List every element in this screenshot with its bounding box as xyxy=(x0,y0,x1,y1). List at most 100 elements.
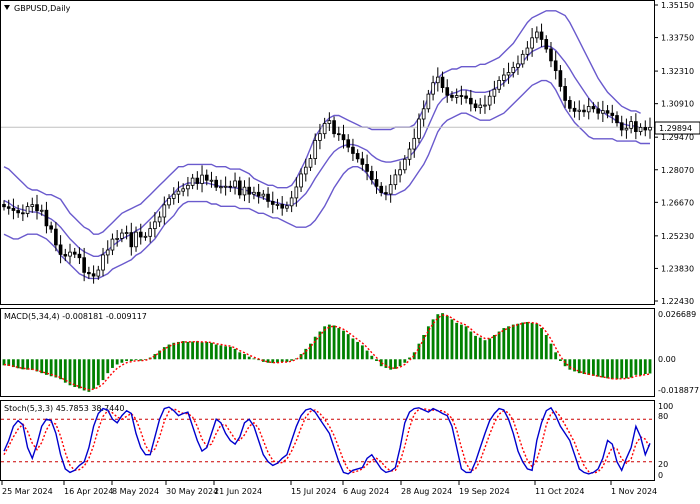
candle-body xyxy=(73,252,76,254)
macd-bar xyxy=(507,326,510,359)
macd-bar xyxy=(337,328,340,359)
macd-bar xyxy=(441,313,444,359)
candle-body xyxy=(597,109,600,113)
time-tick-label: 21 Jun 2024 xyxy=(214,487,262,496)
candle-body xyxy=(394,175,397,185)
stoch-tick-20: 20 xyxy=(658,460,668,469)
time-tick-label: 8 May 2024 xyxy=(112,487,159,496)
candle-body xyxy=(309,159,312,168)
candle-body xyxy=(21,213,24,214)
macd-bar xyxy=(50,359,53,376)
macd-bar xyxy=(102,359,105,380)
macd-bar xyxy=(87,359,90,392)
macd-bar xyxy=(512,325,515,360)
macd-bar xyxy=(45,359,48,375)
macd-bar xyxy=(649,359,652,373)
price-tick-label: 1.30910 xyxy=(661,100,694,109)
candle-body xyxy=(578,110,581,111)
candle-body xyxy=(333,121,336,134)
candle-body xyxy=(418,119,421,138)
macd-bar xyxy=(469,332,472,360)
macd-bar xyxy=(172,343,175,359)
macd-bar xyxy=(116,359,119,364)
candle-body xyxy=(479,105,482,108)
candle-body xyxy=(238,181,241,195)
current-price-text: 1.29894 xyxy=(659,124,692,133)
candle-body xyxy=(248,187,251,194)
candle-body xyxy=(564,86,567,100)
candle-body xyxy=(168,198,171,205)
candle-body xyxy=(106,250,109,255)
candle-body xyxy=(531,38,534,48)
macd-bar xyxy=(493,335,496,359)
candle-body xyxy=(234,181,237,187)
candle-body xyxy=(281,204,284,208)
stoch-tick-100: 100 xyxy=(658,402,673,411)
price-tick-label: 1.26670 xyxy=(661,198,694,207)
macd-bar xyxy=(92,359,95,388)
candle-body xyxy=(517,64,520,67)
candle-body xyxy=(606,111,609,114)
macd-bar xyxy=(328,325,331,360)
macd-bar xyxy=(73,359,76,387)
stoch-tick-80: 80 xyxy=(658,412,668,421)
macd-bar xyxy=(639,359,642,375)
candle-body xyxy=(215,180,218,187)
macd-bar xyxy=(583,359,586,374)
time-tick-label: 15 Jul 2024 xyxy=(291,487,336,496)
macd-bar xyxy=(366,351,369,360)
candle-body xyxy=(427,94,430,109)
candle-body xyxy=(413,138,416,149)
macd-bar xyxy=(592,359,595,375)
candle-body xyxy=(276,204,279,205)
macd-bar xyxy=(347,334,350,359)
candle-body xyxy=(271,201,274,204)
macd-bar xyxy=(229,347,232,359)
macd-bar xyxy=(191,342,194,360)
macd-bar xyxy=(201,342,204,359)
price-tick-label: 1.25230 xyxy=(661,232,694,241)
macd-bar xyxy=(625,359,628,378)
candle-body xyxy=(639,127,642,131)
candle-body xyxy=(304,167,307,174)
macd-bar xyxy=(97,359,100,385)
price-tick-label: 1.23830 xyxy=(661,264,694,273)
candle-body xyxy=(550,49,553,61)
candle-body xyxy=(455,96,458,98)
macd-bar xyxy=(215,345,218,360)
macd-bar xyxy=(323,326,326,359)
macd-bar xyxy=(484,340,487,359)
candle-body xyxy=(399,170,402,175)
macd-bar xyxy=(630,359,633,377)
candle-body xyxy=(328,121,331,124)
macd-bar xyxy=(550,344,553,360)
candle-body xyxy=(144,236,147,237)
candle-body xyxy=(7,207,10,209)
macd-bar xyxy=(205,342,208,359)
candle-body xyxy=(87,272,90,273)
macd-bar xyxy=(106,359,109,373)
macd-tick-max: 0.026689 xyxy=(658,310,696,319)
macd-bar xyxy=(385,359,388,368)
candle-body xyxy=(469,98,472,104)
candle-body xyxy=(83,258,86,273)
macd-tick-min: -0.018877 xyxy=(658,386,699,395)
candle-body xyxy=(342,135,345,140)
macd-bar xyxy=(252,358,255,359)
macd-bar xyxy=(281,359,284,362)
candle-body xyxy=(69,252,72,256)
macd-bar xyxy=(356,342,359,359)
candle-body xyxy=(31,205,34,207)
candle-body xyxy=(460,96,463,97)
candle-body xyxy=(12,208,15,210)
macd-bar xyxy=(69,359,72,385)
candle-body xyxy=(125,233,128,234)
candle-body xyxy=(26,207,29,214)
macd-bar xyxy=(616,359,619,379)
candle-body xyxy=(625,128,628,130)
macd-bar xyxy=(59,359,62,379)
candle-body xyxy=(361,159,364,165)
macd-bar xyxy=(83,359,86,390)
